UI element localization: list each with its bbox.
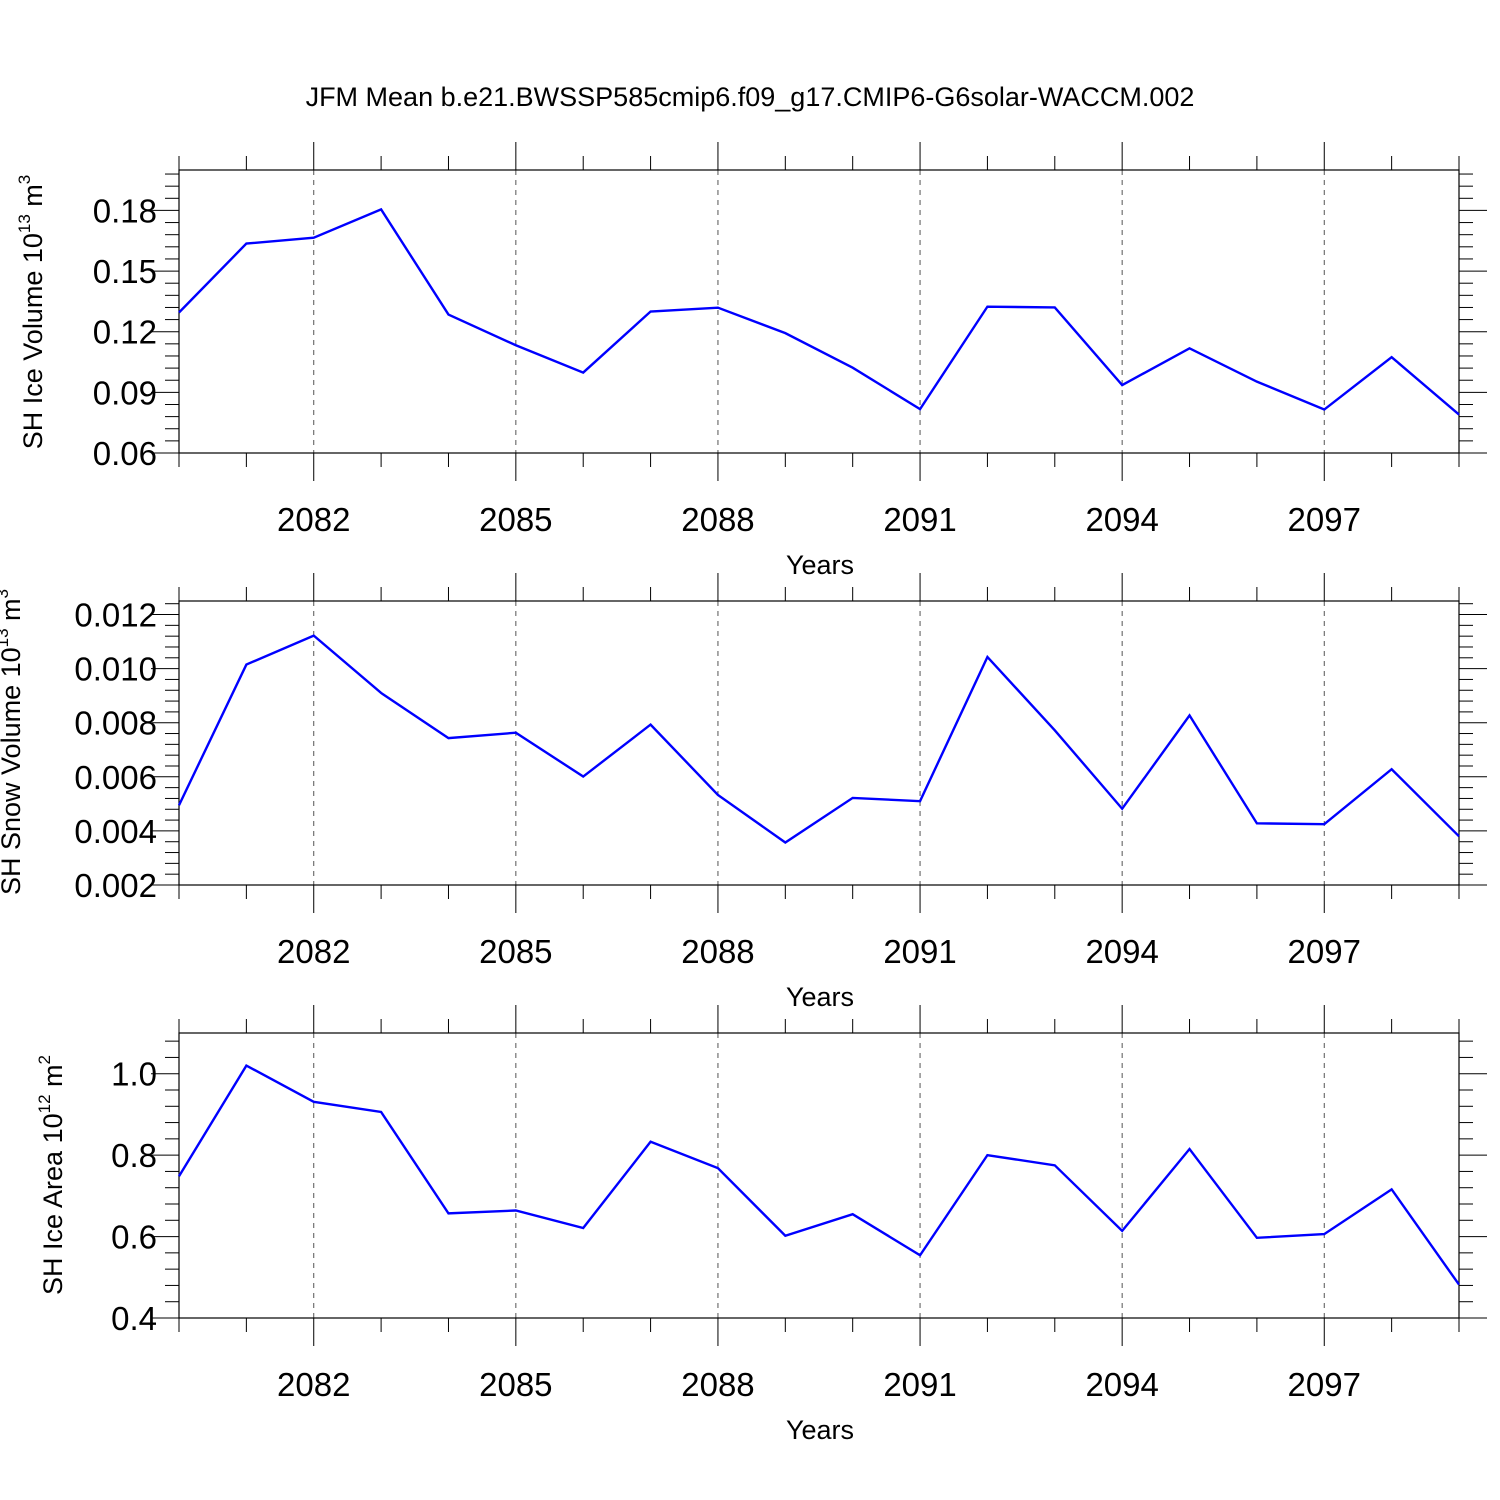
y-axis-label-text: SH Snow Volume 10	[0, 647, 26, 895]
y-axis-label-unit-exponent: 3	[0, 589, 12, 598]
panel-1: 0.06 0.09 0.12 0.15 0.18 2082 2085 2088 2091 2094…	[15, 142, 1487, 580]
y-axis-label: SH Ice Volume 1013 m3	[15, 175, 48, 450]
x-axis-label: Years	[786, 982, 854, 1012]
x-tick-label: 2088	[681, 1366, 754, 1403]
x-tick-label: 2085	[479, 501, 552, 538]
series-line	[177, 634, 1460, 844]
x-tick-label: 2097	[1288, 501, 1361, 538]
x-tick-label: 2085	[479, 1366, 552, 1403]
y-axis-label: SH Ice Area 1012 m2	[35, 1055, 68, 1295]
x-axis-label: Years	[786, 1415, 854, 1445]
x-axis-label: Years	[786, 550, 854, 580]
y-axis-label-unit-exponent: 2	[35, 1055, 54, 1064]
x-tick-label: 2082	[277, 501, 350, 538]
y-tick-label: 0.06	[93, 435, 157, 472]
y-tick-label: 0.18	[93, 192, 157, 229]
y-axis-label-unit: m	[0, 598, 26, 628]
y-axis-label-exponent: 13	[15, 214, 34, 233]
y-tick-label: 0.15	[93, 253, 157, 290]
series-line	[177, 1063, 1460, 1286]
y-tick-label: 0.002	[74, 867, 157, 904]
x-tick-label: 2082	[277, 933, 350, 970]
chart-title: JFM Mean b.e21.BWSSP585cmip6.f09_g17.CMI…	[306, 82, 1195, 112]
y-tick-label: 1.0	[111, 1056, 157, 1093]
y-tick-label: 0.010	[74, 651, 157, 688]
series-line	[178, 207, 1460, 416]
y-tick-label: 0.4	[111, 1300, 157, 1337]
y-axis-label-unit: m	[18, 184, 48, 214]
y-axis-label-unit: m	[38, 1064, 68, 1094]
y-axis-label-text: SH Ice Area 10	[38, 1113, 68, 1295]
panel-2: 0.002 0.004 0.006 0.008 0.010 0.012 2082 2085 20…	[0, 573, 1487, 1012]
y-tick-label: 0.006	[74, 759, 157, 796]
y-axis-label-exponent: 12	[35, 1094, 54, 1113]
x-tick-label: 2091	[883, 501, 956, 538]
x-tick-label: 2091	[883, 1366, 956, 1403]
x-tick-label: 2094	[1085, 501, 1158, 538]
y-tick-label: 0.8	[111, 1137, 157, 1174]
y-tick-label: 0.6	[111, 1219, 157, 1256]
x-tick-label: 2091	[883, 933, 956, 970]
y-axis-label: SH Snow Volume 1013 m3	[0, 589, 26, 895]
x-tick-label: 2097	[1288, 1366, 1361, 1403]
y-tick-label: 0.012	[74, 597, 157, 634]
x-tick-label: 2082	[277, 1366, 350, 1403]
x-tick-label: 2097	[1288, 933, 1361, 970]
y-axis-label-unit-exponent: 3	[15, 175, 34, 184]
y-axis-label-text: SH Ice Volume 10	[18, 233, 48, 449]
y-tick-label: 0.09	[93, 374, 157, 411]
plot-frame	[178, 1032, 1460, 1319]
y-tick-label: 0.12	[93, 314, 157, 351]
plot-frame	[178, 600, 1460, 886]
x-tick-label: 2094	[1085, 933, 1158, 970]
panels: 0.06 0.09 0.12 0.15 0.18 2082 2085 2088 2091 2094…	[0, 142, 1487, 1445]
x-tick-label: 2094	[1085, 1366, 1158, 1403]
x-tick-label: 2085	[479, 933, 552, 970]
x-tick-label: 2088	[681, 501, 754, 538]
x-tick-label: 2088	[681, 933, 754, 970]
y-tick-label: 0.008	[74, 705, 157, 742]
y-tick-label: 0.004	[74, 813, 157, 850]
y-axis-label-exponent: 13	[0, 628, 12, 647]
panel-3: 0.4 0.6 0.8 1.0 2082 2085 2088 2091 2094 2097 Year…	[35, 1005, 1487, 1445]
